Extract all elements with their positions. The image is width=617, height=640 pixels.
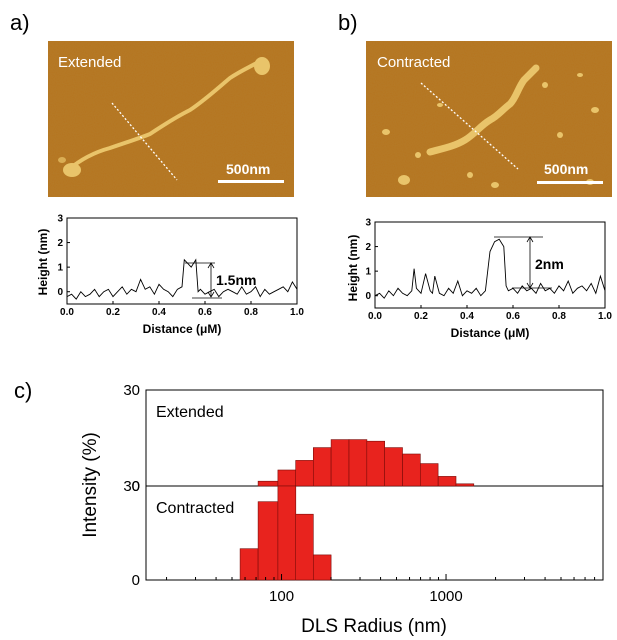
y-axis-title: Intensity (%) — [80, 432, 101, 538]
series-label-contracted: Contracted — [156, 500, 234, 517]
y-tick-label: 1 — [57, 263, 63, 274]
afm-label-contracted: Contracted — [377, 54, 450, 71]
scale-bar — [537, 181, 603, 184]
histogram-bar-contracted — [257, 501, 279, 581]
y-tick-label: 0 — [365, 291, 371, 302]
afm-blob — [415, 152, 421, 158]
histogram-bar-extended — [257, 480, 279, 487]
bar-group — [239, 439, 475, 581]
afm-label-extended: Extended — [58, 54, 121, 71]
height-annotation-group — [185, 262, 222, 299]
histogram-bar-contracted — [295, 513, 314, 581]
histogram-bar-extended — [295, 460, 314, 487]
afm-blob — [437, 103, 443, 107]
afm-image-extended: Extended 500nm — [48, 41, 294, 197]
afm-blob — [58, 157, 66, 163]
afm-blob — [63, 163, 81, 177]
x-tick-label: 1000 — [429, 588, 462, 605]
x-tick-label: 0.6 — [198, 307, 212, 318]
x-tick-label: 1.0 — [598, 311, 612, 322]
tick-group: 0.0 0.2 0.4 0.6 0.8 1.0 0 1 2 3 — [365, 218, 612, 323]
series-label-extended: Extended — [156, 404, 224, 421]
x-axis-title: DLS Radius (nm) — [301, 616, 447, 637]
x-tick-label: 0.2 — [106, 307, 120, 318]
x-tick-label: 0.8 — [244, 307, 258, 318]
afm-blob — [254, 57, 270, 75]
afm-blob — [542, 82, 548, 88]
y-axis-title: Height (nm) — [36, 229, 50, 296]
height-profile-a: 0.0 0.2 0.4 0.6 0.8 1.0 0 1 2 3 1.5nm Height (nm)… — [36, 214, 304, 337]
histogram-bar-extended — [312, 447, 332, 487]
histogram-bar-contracted — [239, 548, 259, 581]
histogram-bar-extended — [402, 453, 421, 487]
y-tick-label: 3 — [57, 214, 63, 225]
plot-frame — [145, 389, 604, 581]
scale-bar-label: 500nm — [544, 161, 588, 177]
afm-blob — [591, 107, 599, 113]
histogram-bar-contracted — [277, 485, 297, 581]
series-line-a — [66, 258, 298, 300]
y-axis-title: Height (nm) — [346, 235, 360, 302]
y-tick-label: 3 — [365, 218, 371, 229]
tick-group: 0.0 0.2 0.4 0.6 0.8 1.0 0 1 2 3 — [57, 214, 304, 319]
x-tick-label: 0.0 — [60, 307, 74, 318]
plot-frame — [374, 221, 606, 309]
histogram-bar-extended — [455, 483, 475, 487]
afm-profile-line — [420, 82, 519, 170]
height-annotation: 1.5nm — [216, 272, 256, 288]
afm-fiber — [426, 64, 540, 156]
x-tick-label: 0.4 — [152, 307, 166, 318]
x-axis-title: Distance (μM) — [143, 322, 222, 336]
afm-fiber — [66, 58, 264, 172]
afm-blob — [577, 73, 583, 77]
y-tick-label: 30 — [123, 478, 140, 495]
height-annotation-group — [494, 236, 552, 289]
histogram-bar-extended — [384, 447, 403, 487]
afm-blob — [557, 132, 563, 138]
histogram-bar-extended — [330, 439, 350, 487]
afm-blob — [467, 172, 473, 178]
x-tick-label: 0.4 — [460, 311, 474, 322]
x-tick-label: 0.2 — [414, 311, 428, 322]
histogram-bar-extended — [419, 463, 439, 487]
plot-frame — [66, 217, 298, 305]
scale-bar — [218, 180, 284, 183]
afm-blob — [382, 129, 390, 135]
x-tick-label: 0.0 — [368, 311, 382, 322]
x-tick-label: 0.6 — [506, 311, 520, 322]
x-tick-label: 100 — [269, 588, 294, 605]
scale-bar-label: 500nm — [226, 161, 270, 177]
x-tick-label: 0.8 — [552, 311, 566, 322]
y-tick-label: 2 — [57, 238, 63, 249]
afm-blob — [398, 175, 410, 185]
height-annotation: 2nm — [535, 256, 564, 272]
histogram-bar-contracted — [312, 554, 332, 581]
y-tick-label: 30 — [123, 382, 140, 399]
histogram-bar-extended — [277, 469, 297, 487]
histogram-bar-extended — [366, 440, 385, 487]
panel-letter-b: b) — [338, 10, 358, 35]
afm-image-contracted: Contracted 500nm — [366, 41, 612, 197]
histogram-bar-extended — [437, 476, 457, 487]
series-line-b — [374, 238, 606, 299]
panel-letter-c: c) — [14, 378, 32, 403]
y-tick-label: 1 — [365, 267, 371, 278]
histogram-bar-extended — [348, 439, 368, 487]
height-profile-b: 0.0 0.2 0.4 0.6 0.8 1.0 0 1 2 3 2nm Height (nm) D… — [346, 218, 612, 341]
x-axis-title: Distance (μM) — [451, 326, 530, 340]
panel-letter-a: a) — [10, 10, 30, 35]
afm-profile-line — [111, 102, 178, 181]
x-tick-label: 1.0 — [290, 307, 304, 318]
y-tick-label: 2 — [365, 242, 371, 253]
y-tick-label: 0 — [132, 572, 140, 589]
afm-blob — [491, 182, 499, 188]
y-tick-label: 0 — [132, 478, 140, 495]
y-tick-label: 0 — [57, 287, 63, 298]
